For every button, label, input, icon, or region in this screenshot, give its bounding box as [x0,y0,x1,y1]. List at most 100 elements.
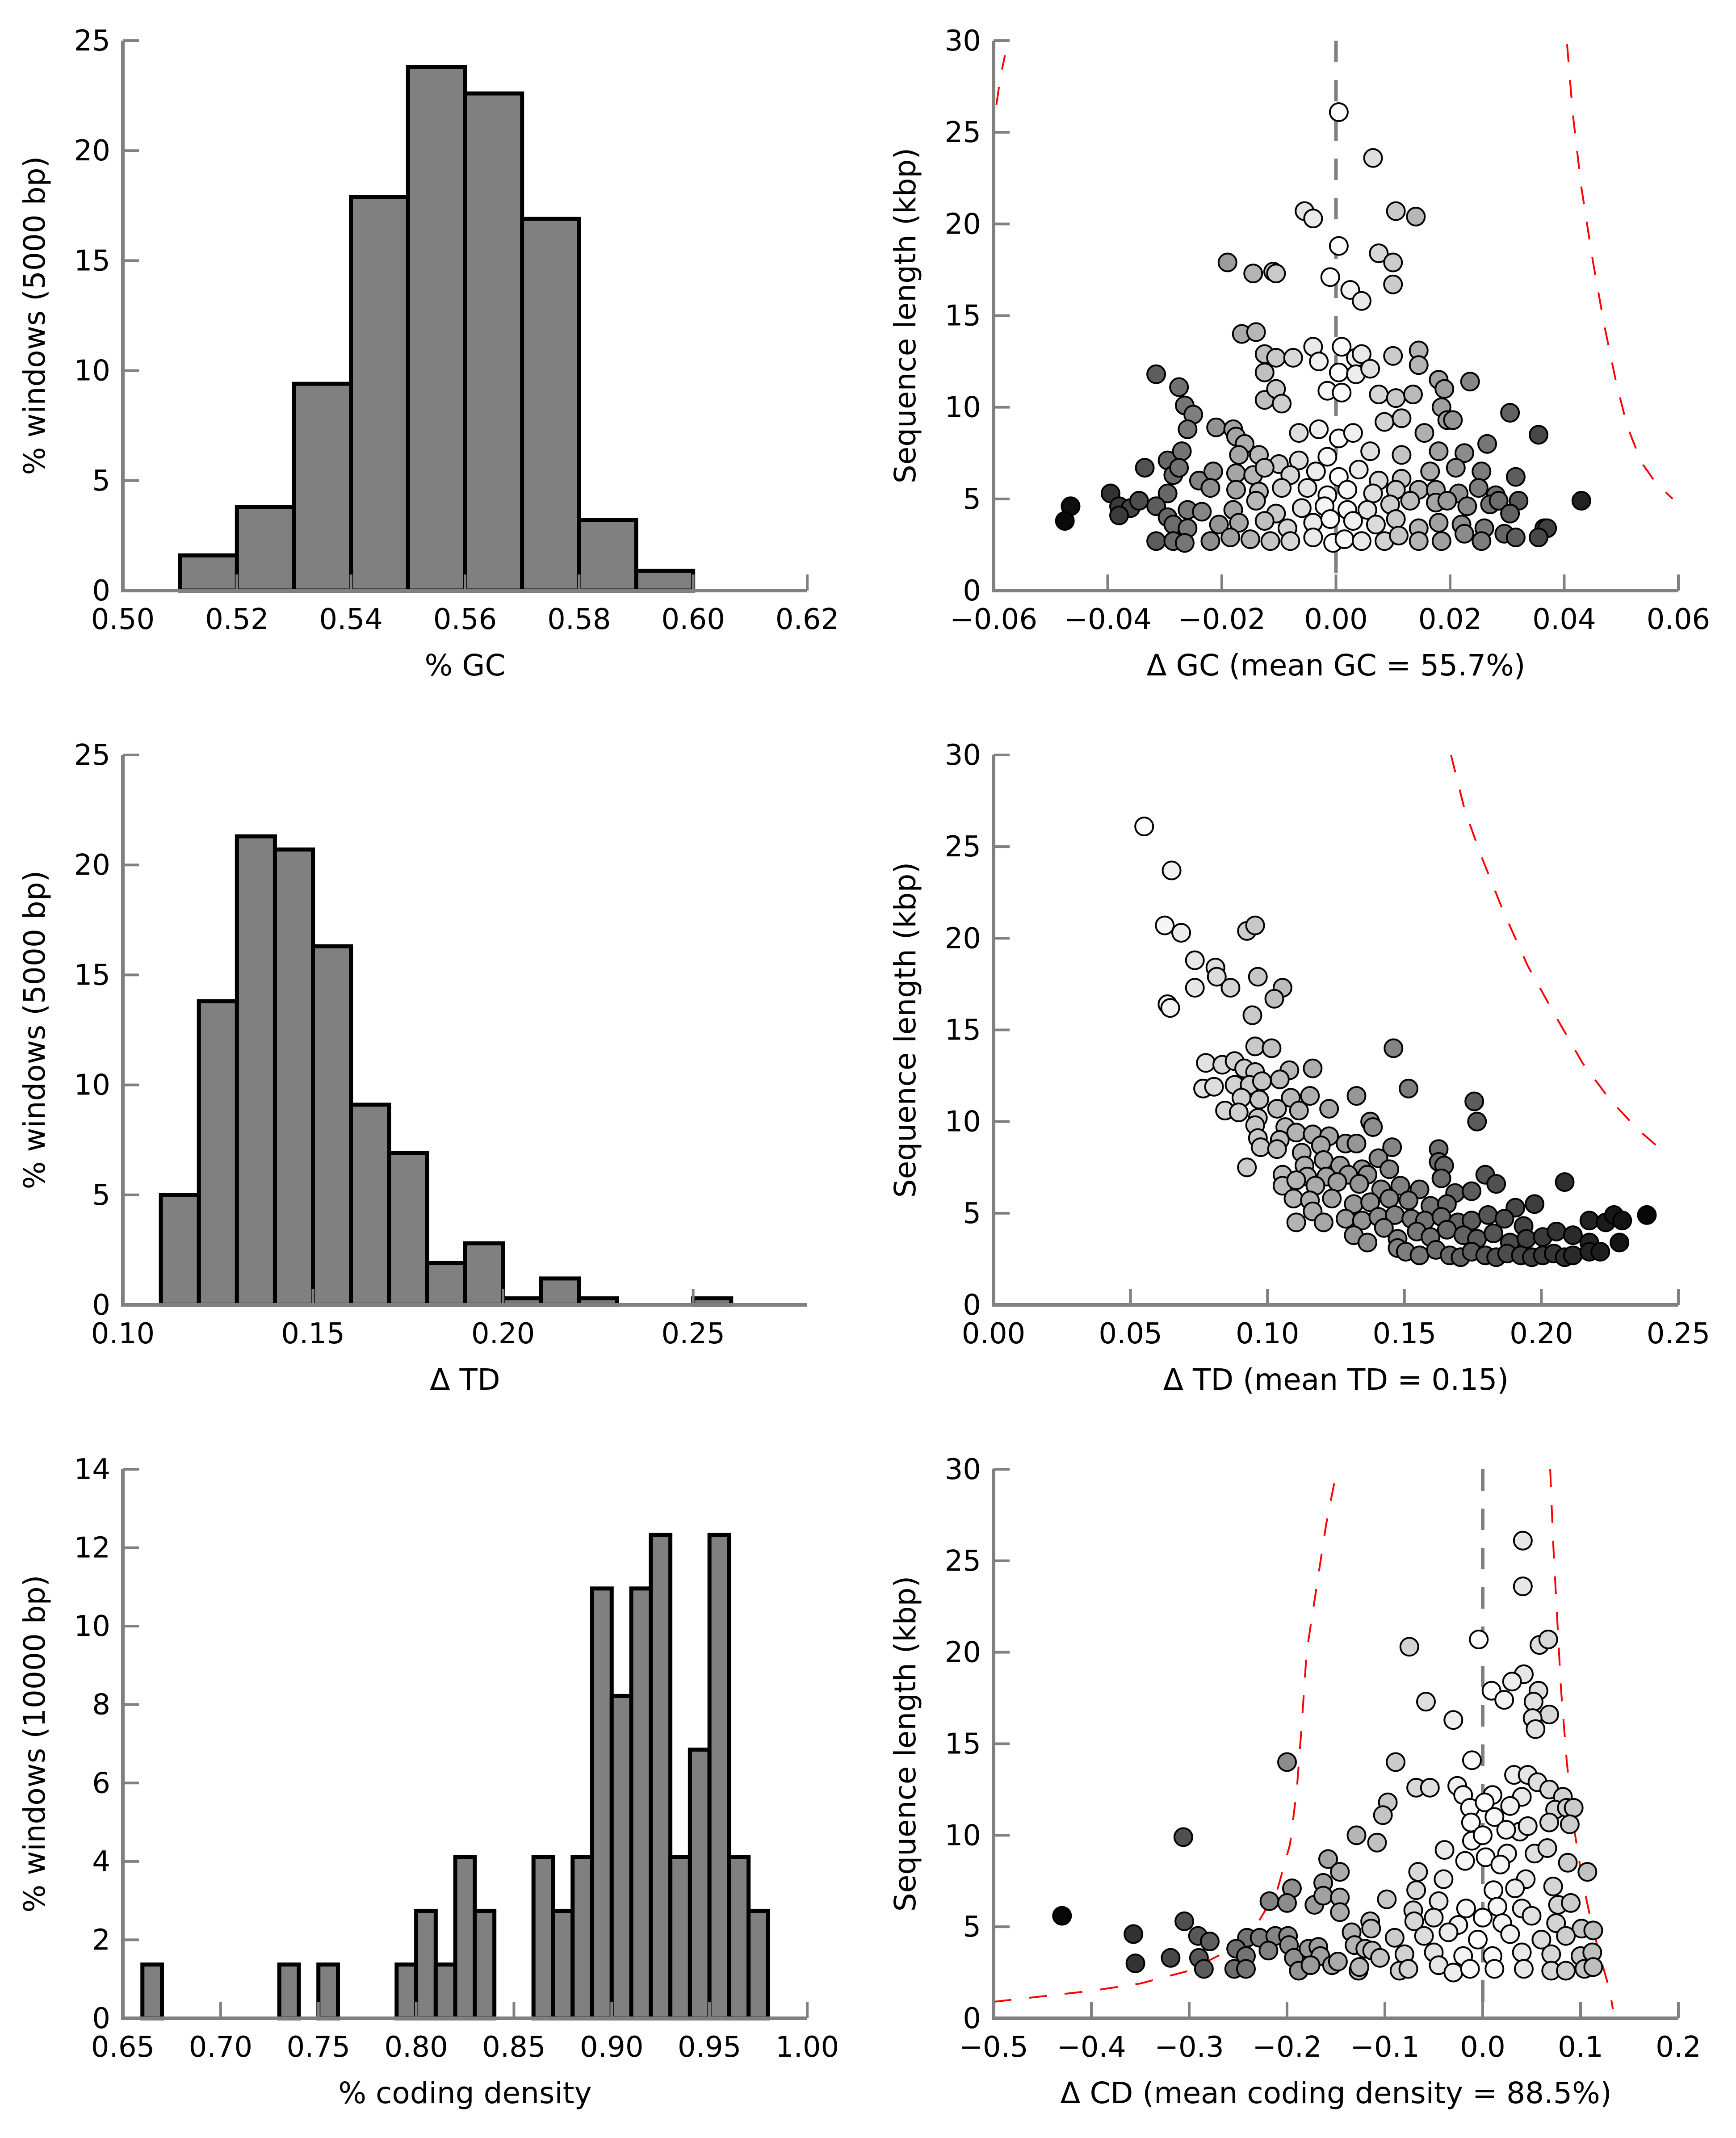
x-tick-label: 0.25 [661,1317,725,1350]
scatter-point [1229,445,1249,465]
scatter-point [1237,1157,1257,1178]
scatter-point [1335,1209,1355,1229]
scatter-point [1200,478,1220,498]
scatter-point [1406,206,1426,226]
scatter-point [1109,505,1129,525]
scatter-point [1505,1878,1525,1899]
scatter-point [1437,1220,1457,1240]
scatter-point [1300,1086,1320,1106]
y-tick-label: 15 [74,959,110,992]
x-tick-label: 0.0 [1460,2031,1505,2064]
scatter-point [1320,509,1340,529]
x-tick-label: 0.62 [776,603,839,636]
histogram-bar [609,1694,633,2021]
y-tick-label: 20 [945,922,981,955]
x-axis-label: Δ CD (mean coding density = 88.5%) [1060,2076,1611,2110]
scatter-point [1484,1223,1504,1243]
scatter-point [1258,1941,1279,1961]
scatter-point [1328,1952,1348,1972]
scatter-point [1250,1137,1271,1157]
histogram-bar [570,1855,595,2021]
x-tick-label: −0.4 [1057,2031,1126,2064]
y-tick-label: 0 [963,574,981,608]
scatter-point [1289,423,1309,443]
scatter-point [1380,1189,1400,1209]
y-tick-label: 0 [92,1289,110,1322]
y-tick-label: 25 [945,1545,981,1578]
x-tick-label: 0.54 [319,603,383,636]
scatter-point [1374,1218,1394,1238]
scatter-point [1289,450,1309,470]
scatter-point [1351,344,1371,364]
scatter-point [1610,1232,1630,1253]
axes: 0 5 10 15 20 25 30 −0.06 −0.04 −0.02 0.00 0.02 0.04 0… [888,25,1710,683]
scatter-point [1229,1103,1249,1123]
scatter-point [1406,1880,1426,1900]
scatter-point [1173,1827,1193,1847]
x-axis-label: % GC [425,648,506,683]
scatter-point [1543,1877,1563,1897]
scatter-point [1390,1176,1410,1196]
scatter-point [1313,1212,1333,1232]
scatter-point [1207,967,1227,987]
scatter-point [1579,1211,1599,1231]
axes: 0 5 10 15 20 25 0.10 0.15 0.20 0.25 Δ TD % windows … [17,739,807,1397]
scatter-point [1350,1957,1370,1977]
scatter-point [1484,1959,1505,1979]
histogram-bar [688,1748,712,2021]
threshold-curve [993,1469,1338,2003]
y-axis-label: Sequence length (kbp) [888,148,923,483]
histogram-bar [473,1908,497,2021]
scatter-point [1289,1101,1309,1121]
scatter-point [1443,1962,1463,1983]
y-axis-label: % windows (10000 bp) [17,1575,52,1913]
scatter-point [1306,461,1326,482]
y-tick-label: 2 [92,1924,110,1957]
scatter-point [1560,1814,1580,1834]
scatter-point [1358,1232,1378,1253]
scatter-point [1245,1036,1265,1056]
scatter-point [1373,1805,1393,1825]
axes: 0 5 10 15 20 25 0.50 0.52 0.54 0.56 0.58 0.60 0.62 % … [17,25,839,683]
scatter-point [1399,1637,1419,1657]
x-tick-label: 0.85 [482,2031,546,2064]
x-tick-label: −0.5 [959,2031,1028,2064]
scatter-point [1456,1899,1476,1919]
scatter-point [1564,1798,1584,1818]
scatter-point [1590,1242,1610,1262]
scatter-point [1332,382,1352,402]
scatter-point [1489,490,1509,511]
scatter-point [1174,533,1195,553]
scatter-point [1369,243,1389,263]
scatter-point [1254,511,1275,531]
scatter-point [1502,1672,1522,1692]
scatter-point [1194,1959,1214,1979]
scatter-point [1467,1111,1487,1132]
x-tick-label: −0.04 [1064,603,1151,636]
histogram-bar [463,91,524,593]
scatter-point [1363,148,1383,168]
scatter-point [1472,531,1492,551]
plot-marks [1134,755,1665,1267]
scatter-point [1297,478,1317,498]
scatter-point [1473,1825,1493,1845]
y-tick-label: 20 [74,849,110,882]
scatter-point [1367,1832,1387,1853]
scatter-point [1539,1812,1559,1832]
histogram-bar [463,1241,505,1307]
scatter-point [1155,915,1175,935]
panel-td-scatter: 0 5 10 15 20 25 30 0.00 0.05 0.10 0.15 0.20 0.25 Δ TD… [888,739,1710,1397]
scatter-point [1375,412,1395,432]
histogram-bar [197,999,239,1307]
panel-cd-scatter: 0 5 10 15 20 25 30 −0.5 −0.4 −0.3 −0.2 −0.1 0.0 0.1 0.… [888,1453,1701,2110]
x-axis-label: Δ TD [430,1362,500,1397]
scatter-point [1637,1205,1657,1225]
scatter-point [1363,1117,1383,1137]
scatter-point [1522,1906,1542,1926]
scatter-point [1277,1893,1297,1913]
y-tick-label: 10 [945,391,981,424]
scatter-point [1303,209,1323,229]
scatter-point [1484,1880,1504,1900]
y-tick-label: 25 [74,739,110,772]
scatter-point [1272,394,1292,414]
